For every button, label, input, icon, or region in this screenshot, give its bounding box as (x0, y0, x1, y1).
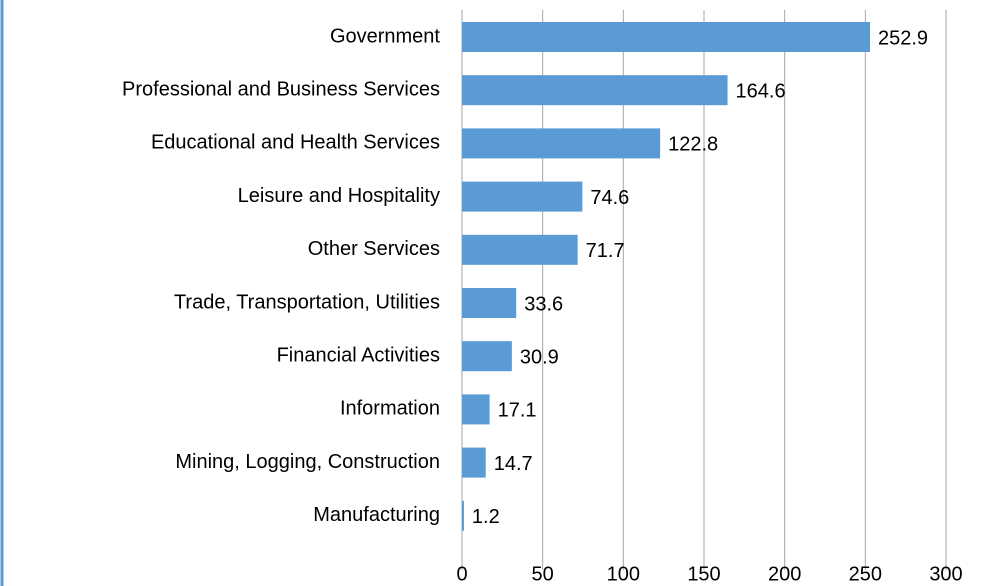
x-tick-label: 50 (532, 563, 554, 585)
bar (462, 394, 490, 425)
x-tick-label: 150 (687, 563, 720, 585)
bar (462, 447, 486, 478)
y-tick-label: Leisure and Hospitality (238, 185, 440, 207)
bar (462, 288, 517, 318)
y-tick-label: Financial Activities (277, 344, 440, 366)
y-tick-label: Professional and Business Services (122, 78, 440, 100)
y-tick-label: Other Services (308, 238, 440, 260)
value-label: 30.9 (520, 346, 559, 368)
value-label: 252.9 (878, 27, 928, 49)
bar (462, 75, 728, 106)
value-label: 164.6 (736, 80, 786, 102)
x-tick-label: 100 (607, 563, 640, 585)
x-tick-label: 200 (768, 563, 801, 585)
y-tick-label: Educational and Health Services (151, 132, 440, 154)
y-tick-label: Mining, Logging, Construction (175, 451, 440, 473)
bar (462, 181, 583, 212)
bar (462, 234, 578, 265)
value-label: 17.1 (498, 400, 537, 422)
value-label: 33.6 (524, 293, 563, 315)
value-label: 122.8 (668, 134, 718, 156)
bar (462, 500, 464, 531)
y-tick-label: Government (330, 25, 440, 47)
value-label: 74.6 (590, 187, 629, 209)
value-label: 71.7 (586, 240, 625, 262)
x-tick-label: 300 (929, 563, 962, 585)
value-label: 14.7 (494, 453, 533, 475)
bar (462, 128, 661, 159)
y-tick-label: Manufacturing (313, 504, 440, 526)
y-tick-label: Trade, Transportation, Utilities (174, 291, 440, 313)
y-tick-label: Information (340, 398, 440, 420)
bar (462, 341, 512, 372)
x-tick-label: 250 (849, 563, 882, 585)
x-tick-label: 0 (456, 563, 467, 585)
bar (462, 22, 871, 52)
value-label: 1.2 (472, 506, 500, 528)
